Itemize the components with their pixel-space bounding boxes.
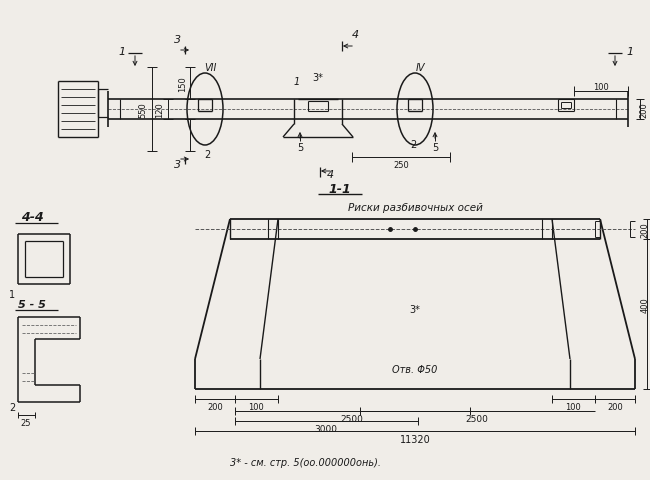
Text: 3*: 3* (313, 73, 324, 83)
Text: 4: 4 (326, 169, 333, 180)
Text: 200: 200 (640, 102, 649, 118)
Text: 3* - см. стр. 5(оо.000000онь).: 3* - см. стр. 5(оо.000000онь). (230, 457, 381, 467)
Text: Риски разбивочных осей: Риски разбивочных осей (348, 203, 482, 213)
Text: Отв. Φ50: Отв. Φ50 (393, 364, 437, 374)
Text: 200: 200 (640, 222, 649, 238)
Text: 100: 100 (593, 84, 609, 92)
Text: 3: 3 (174, 160, 181, 169)
Text: 2: 2 (204, 150, 210, 160)
Text: 1-1: 1-1 (329, 183, 352, 196)
Text: 2: 2 (9, 402, 15, 412)
Text: IV: IV (415, 63, 424, 73)
Text: VII: VII (204, 63, 216, 73)
Text: 4: 4 (352, 30, 359, 40)
Text: 120: 120 (155, 102, 164, 118)
Text: 3000: 3000 (315, 425, 337, 433)
Text: 5: 5 (432, 143, 438, 153)
Text: 4-4: 4-4 (21, 211, 44, 224)
Text: 5 - 5: 5 - 5 (18, 300, 46, 309)
Text: 100: 100 (565, 403, 581, 412)
Text: 200: 200 (207, 403, 223, 412)
Text: 150: 150 (179, 76, 187, 92)
Text: 550: 550 (138, 102, 148, 118)
Text: 1: 1 (627, 47, 634, 57)
Text: 5: 5 (297, 143, 303, 153)
Text: 100: 100 (248, 403, 264, 412)
Text: 1: 1 (118, 47, 125, 57)
Text: 200: 200 (607, 403, 623, 412)
Text: 2500: 2500 (465, 415, 488, 424)
Text: 25: 25 (21, 419, 31, 428)
Text: 11320: 11320 (400, 434, 430, 444)
Text: 1: 1 (294, 77, 300, 87)
Text: 1: 1 (9, 289, 15, 300)
Text: 2: 2 (410, 140, 416, 150)
Text: 400: 400 (640, 297, 649, 312)
Text: 2500: 2500 (341, 415, 363, 424)
Text: 3: 3 (174, 35, 181, 45)
Text: 3*: 3* (410, 304, 421, 314)
Text: 250: 250 (393, 161, 409, 170)
